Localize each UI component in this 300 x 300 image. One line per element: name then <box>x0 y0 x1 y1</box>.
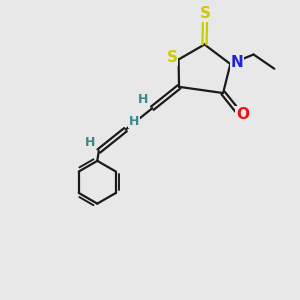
Text: S: S <box>200 6 211 21</box>
Text: N: N <box>230 55 243 70</box>
Text: O: O <box>236 107 249 122</box>
Text: S: S <box>167 50 178 65</box>
Text: H: H <box>138 93 148 106</box>
Text: H: H <box>85 136 95 149</box>
Text: H: H <box>129 115 139 128</box>
